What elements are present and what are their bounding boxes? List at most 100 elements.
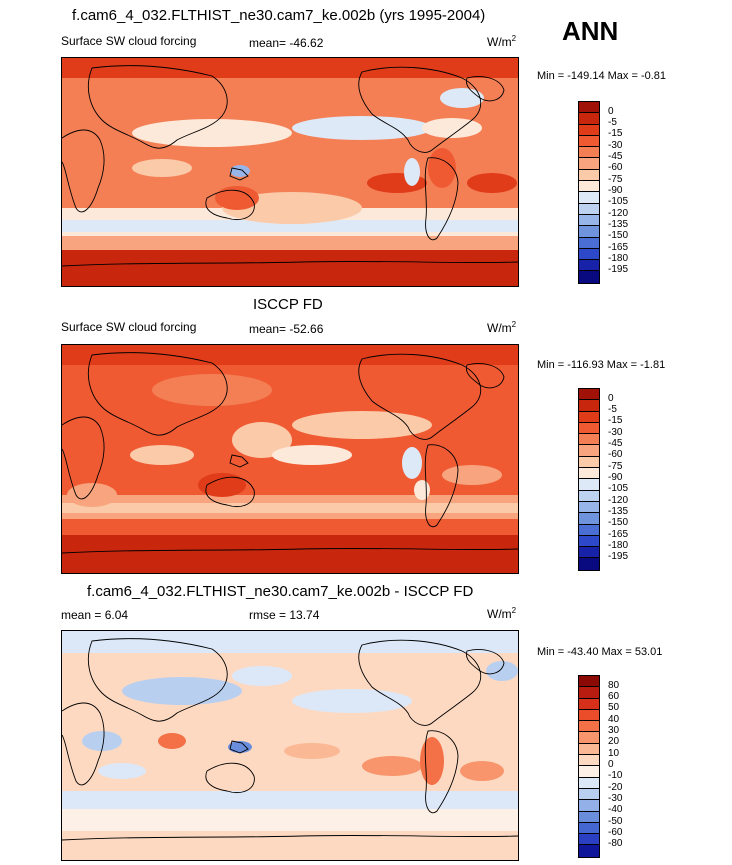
colorbar-label: -135 <box>608 219 629 230</box>
colorbar-swatch <box>579 468 599 480</box>
panel-2-title: ISCCP FD <box>253 296 323 313</box>
colorbar-swatch <box>579 226 599 238</box>
panel-1-minmax: Min = -149.14 Max = -0.81 <box>537 70 667 82</box>
colorbar-label: -195 <box>608 264 629 275</box>
panel-3-map <box>61 630 519 861</box>
colorbar-swatch <box>579 113 599 125</box>
colorbar-label: -60 <box>608 827 623 838</box>
colorbar-swatch <box>579 147 599 159</box>
colorbar-swatch <box>579 822 599 835</box>
colorbar-swatch <box>579 203 599 215</box>
colorbar-swatch <box>579 102 599 114</box>
colorbar-label: -15 <box>608 415 623 426</box>
colorbar-swatch <box>579 181 599 193</box>
colorbar-label: 40 <box>608 714 620 725</box>
colorbar-label: -150 <box>608 230 629 241</box>
colorbar-swatch <box>579 434 599 446</box>
colorbar-label: 0 <box>608 393 614 404</box>
colorbar-swatch <box>579 260 599 272</box>
colorbar-label: -30 <box>608 793 623 804</box>
colorbar-label: -5 <box>608 117 617 128</box>
panel-2-map <box>61 344 519 574</box>
colorbar-label: 0 <box>608 759 614 770</box>
colorbar-swatch <box>579 400 599 412</box>
panel-2-minmax: Min = -116.93 Max = -1.81 <box>537 359 666 371</box>
colorbar-label: -30 <box>608 427 623 438</box>
colorbar-swatch <box>579 547 599 559</box>
colorbar-swatch <box>579 535 599 548</box>
colorbar-swatch <box>579 834 599 846</box>
colorbar-swatch <box>579 845 599 857</box>
panel-1-map <box>61 57 519 287</box>
colorbar-label: -20 <box>608 782 623 793</box>
colorbar-label: -90 <box>608 472 623 483</box>
colorbar-swatch <box>579 192 599 204</box>
panel-3-minmax: Min = -43.40 Max = 53.01 <box>537 646 663 658</box>
colorbar-label: -80 <box>608 838 623 849</box>
panel-2-colorbar <box>578 388 600 571</box>
colorbar-swatch <box>579 411 599 423</box>
colorbar-label: 0 <box>608 106 614 117</box>
colorbar-label: -195 <box>608 551 629 562</box>
colorbar-swatch <box>579 513 599 525</box>
colorbar-swatch <box>579 248 599 261</box>
panel-3-units-label: W/m2 <box>487 606 517 621</box>
colorbar-swatch <box>579 800 599 812</box>
colorbar-label: -50 <box>608 816 623 827</box>
colorbar-swatch <box>579 698 599 710</box>
panel-3-mean-label: mean = 6.04 <box>61 608 129 622</box>
colorbar-label: 10 <box>608 748 620 759</box>
panel-1-colorbar <box>578 101 600 284</box>
panel-1-units-label: W/m2 <box>487 34 517 49</box>
colorbar-swatch <box>579 214 599 227</box>
colorbar-swatch <box>579 709 599 722</box>
colorbar-label: 60 <box>608 691 620 702</box>
colorbar-label: -60 <box>608 449 623 460</box>
colorbar-label: -5 <box>608 404 617 415</box>
colorbar-swatch <box>579 237 599 249</box>
season-label: ANN <box>562 16 619 46</box>
colorbar-label: -75 <box>608 174 623 185</box>
colorbar-label: -10 <box>608 770 623 781</box>
colorbar-swatch <box>579 721 599 733</box>
colorbar-swatch <box>579 445 599 457</box>
colorbar-swatch <box>579 456 599 469</box>
colorbar-label: 80 <box>608 680 620 691</box>
panel-1-variable-label: Surface SW cloud forcing <box>61 34 197 48</box>
colorbar-label: -30 <box>608 140 623 151</box>
colorbar-swatch <box>579 490 599 502</box>
colorbar-swatch <box>579 501 599 514</box>
colorbar-swatch <box>579 687 599 699</box>
colorbar-label: 20 <box>608 736 620 747</box>
panel-2-units-label: W/m2 <box>487 320 517 335</box>
colorbar-label: -120 <box>608 208 629 219</box>
panel-2-variable-label: Surface SW cloud forcing <box>61 320 197 334</box>
colorbar-label: -165 <box>608 242 629 253</box>
panel-3-colorbar <box>578 675 600 858</box>
colorbar-swatch <box>579 124 599 136</box>
colorbar-label: -45 <box>608 438 623 449</box>
colorbar-label: -45 <box>608 151 623 162</box>
panel-1-mean-label: mean= -46.62 <box>249 36 324 50</box>
colorbar-label: -15 <box>608 128 623 139</box>
colorbar-swatch <box>579 271 599 283</box>
colorbar-swatch <box>579 558 599 570</box>
colorbar-label: -150 <box>608 517 629 528</box>
panel-3-rmse-label: rmse = 13.74 <box>249 608 320 622</box>
colorbar-swatch <box>579 158 599 170</box>
colorbar-swatch <box>579 811 599 823</box>
colorbar-swatch <box>579 479 599 491</box>
colorbar-label: -180 <box>608 540 629 551</box>
panel-2-mean-label: mean= -52.66 <box>249 322 324 336</box>
colorbar-label: -60 <box>608 162 623 173</box>
colorbar-label: 50 <box>608 702 620 713</box>
colorbar-label: -135 <box>608 506 629 517</box>
colorbar-label: -105 <box>608 483 629 494</box>
colorbar-swatch <box>579 389 599 401</box>
colorbar-label: -90 <box>608 185 623 196</box>
colorbar-label: 30 <box>608 725 620 736</box>
colorbar-swatch <box>579 743 599 756</box>
colorbar-swatch <box>579 788 599 801</box>
colorbar-swatch <box>579 524 599 536</box>
colorbar-swatch <box>579 777 599 789</box>
